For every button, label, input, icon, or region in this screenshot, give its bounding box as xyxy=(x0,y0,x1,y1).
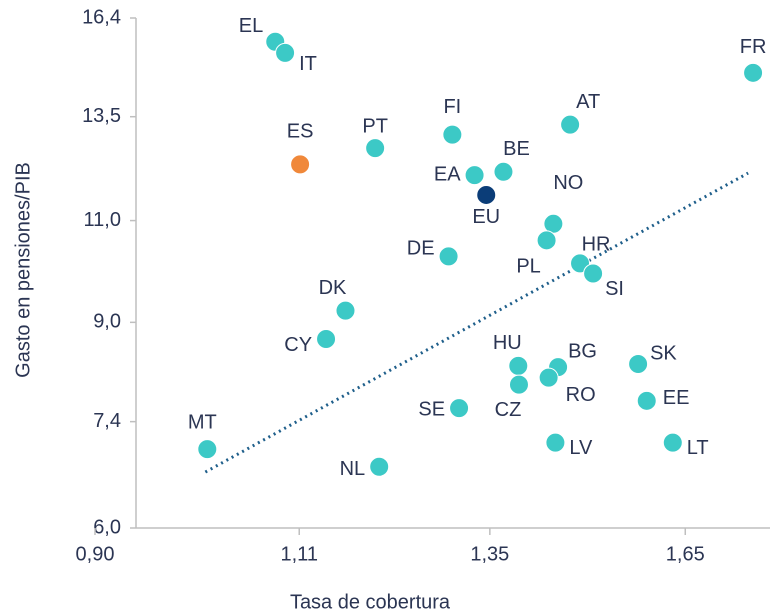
point xyxy=(508,374,529,395)
point xyxy=(438,246,459,267)
point xyxy=(583,263,604,284)
x-tick-label: 1,35 xyxy=(470,543,509,565)
y-tick-label: 7,4 xyxy=(93,410,121,432)
point-label: CZ xyxy=(495,399,522,421)
point-label: DE xyxy=(407,238,435,260)
trendline xyxy=(204,171,749,474)
point-label: SI xyxy=(605,278,624,300)
point-label: EE xyxy=(663,387,690,409)
point xyxy=(449,398,470,419)
point-label: EU xyxy=(472,206,500,228)
point-label: PL xyxy=(516,256,540,278)
point xyxy=(316,328,337,349)
point-label: ES xyxy=(287,121,314,143)
point-label: NO xyxy=(553,172,583,194)
point-label: LT xyxy=(687,437,709,459)
point-label: PT xyxy=(362,115,388,137)
point xyxy=(628,354,649,375)
point xyxy=(275,42,296,63)
y-tick-label: 9,0 xyxy=(93,311,121,333)
point xyxy=(536,230,557,251)
point-label: HU xyxy=(493,332,522,354)
point-label: DK xyxy=(319,277,347,299)
point xyxy=(545,432,566,453)
point-label: BE xyxy=(503,138,530,160)
point xyxy=(743,62,764,83)
y-tick-label: 13,5 xyxy=(82,105,121,127)
point-label: SK xyxy=(650,342,677,364)
point xyxy=(662,432,683,453)
point-label: SE xyxy=(418,398,445,420)
point xyxy=(335,300,356,321)
x-tick-label: 1,11 xyxy=(281,543,318,565)
point xyxy=(365,138,386,159)
x-tick-label: 0,90 xyxy=(76,543,115,565)
x-axis-title: Tasa de cobertura xyxy=(290,591,451,613)
y-axis-title: Gasto en pensiones/PIB xyxy=(12,162,34,378)
point-label: MT xyxy=(188,411,217,433)
point-label: BG xyxy=(568,340,597,362)
point xyxy=(508,355,529,376)
point xyxy=(560,114,581,135)
y-tick-label: 6,0 xyxy=(93,516,121,538)
y-tick-label: 16,4 xyxy=(82,6,121,28)
point-label: CY xyxy=(284,334,312,356)
point xyxy=(464,165,485,186)
point-label: NL xyxy=(340,458,366,480)
point-label: AT xyxy=(576,91,600,113)
point xyxy=(493,161,514,182)
point-label: RO xyxy=(566,384,596,406)
point xyxy=(290,154,311,175)
x-tick-label: 1,65 xyxy=(666,543,705,565)
point xyxy=(538,367,559,388)
y-tick-label: 11,0 xyxy=(84,209,121,231)
point xyxy=(442,124,463,145)
point-label: LV xyxy=(569,437,593,459)
point xyxy=(369,456,390,477)
point-label: FI xyxy=(443,96,461,118)
point-label: HR xyxy=(582,234,611,256)
point xyxy=(636,390,657,411)
point-label: EA xyxy=(434,163,461,185)
point-label: FR xyxy=(740,36,767,58)
point-label: IT xyxy=(299,53,317,75)
point-label: EL xyxy=(239,15,263,37)
point xyxy=(476,184,497,205)
point xyxy=(197,439,218,460)
